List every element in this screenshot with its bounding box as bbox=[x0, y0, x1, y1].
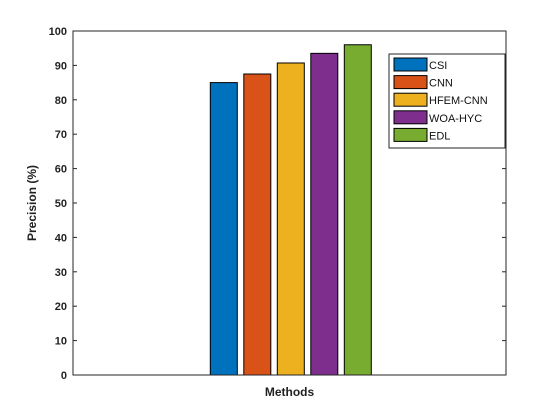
y-tick-label: 80 bbox=[55, 95, 67, 107]
y-tick-label: 30 bbox=[55, 267, 67, 279]
y-tick-label: 90 bbox=[55, 60, 67, 72]
legend-label-edl: EDL bbox=[429, 130, 450, 142]
y-tick-label: 70 bbox=[55, 129, 67, 141]
bar-hfem-cnn bbox=[276, 62, 305, 376]
y-tick-label: 60 bbox=[55, 164, 67, 176]
y-tick-label: 10 bbox=[55, 336, 67, 348]
legend-label-cnn: CNN bbox=[429, 78, 453, 90]
legend: CSI CNN HFEM-CNN WOA-HYC EDL bbox=[388, 53, 506, 149]
y-axis-ticks: 0 10 20 30 40 50 60 70 80 90 100 bbox=[49, 26, 506, 382]
legend-label-hfem-cnn: HFEM-CNN bbox=[429, 95, 488, 107]
y-tick-label: 0 bbox=[61, 370, 67, 382]
legend-swatch-edl bbox=[393, 127, 428, 142]
legend-swatch-csi bbox=[393, 57, 428, 72]
bar-csi bbox=[209, 82, 238, 376]
bar-cnn bbox=[243, 73, 272, 376]
legend-swatch-woa-hyc bbox=[393, 110, 428, 125]
legend-label-woa-hyc: WOA-HYC bbox=[429, 113, 482, 125]
bar-woa-hyc bbox=[310, 52, 339, 376]
y-tick-label: 100 bbox=[49, 26, 67, 38]
bar-edl bbox=[343, 44, 372, 376]
y-axis-label: Precision (%) bbox=[25, 165, 39, 241]
x-axis-label: Methods bbox=[265, 385, 315, 399]
legend-swatch-hfem-cnn bbox=[393, 92, 428, 107]
legend-swatch-cnn bbox=[393, 75, 428, 90]
y-tick-label: 20 bbox=[55, 301, 67, 313]
bars-layer bbox=[209, 44, 372, 376]
y-tick-label: 40 bbox=[55, 232, 67, 244]
legend-label-csi: CSI bbox=[429, 60, 447, 72]
y-tick-label: 50 bbox=[55, 198, 67, 210]
